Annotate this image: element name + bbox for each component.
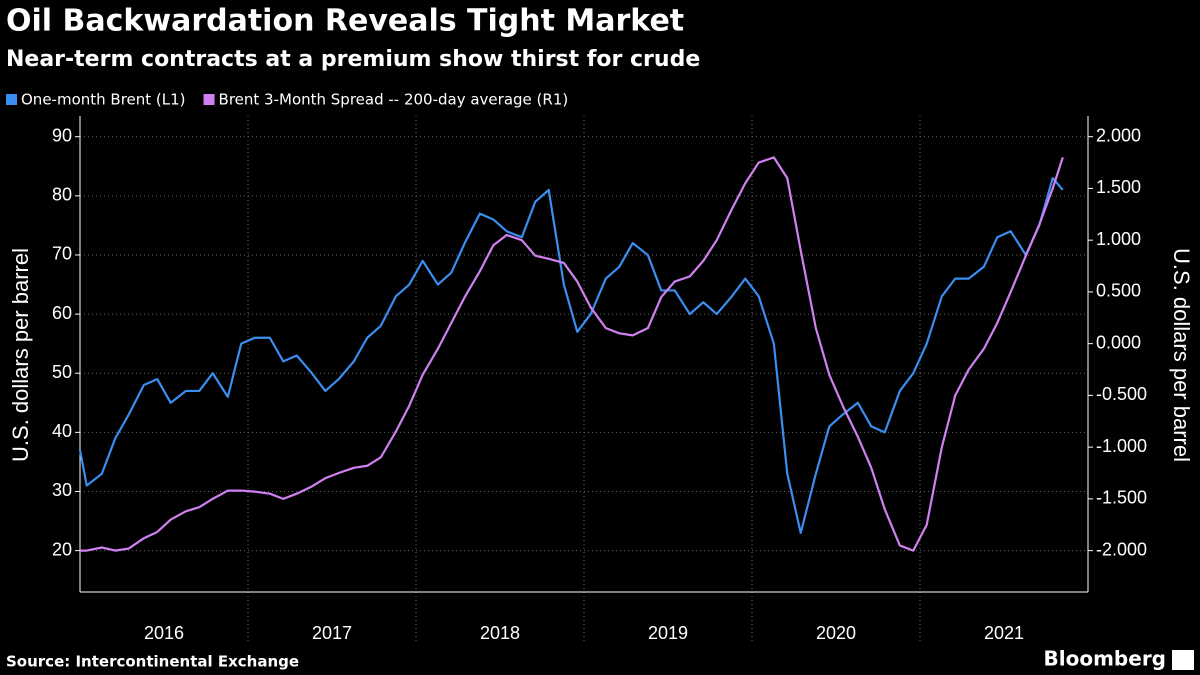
- y2-axis-label: U.S. dollars per barrel: [1169, 248, 1194, 462]
- legend-swatch: [6, 94, 17, 105]
- y-tick-label: 70: [52, 244, 72, 264]
- x-tick-label: 2021: [984, 623, 1024, 643]
- source: Source: Intercontinental Exchange: [6, 653, 299, 671]
- y-tick-label: 60: [52, 303, 72, 323]
- y-tick-label: 30: [52, 480, 72, 500]
- y-tick-label: 90: [52, 125, 72, 145]
- series-line: [80, 156, 1064, 552]
- y2-tick-label: -1.000: [1096, 436, 1147, 456]
- legend-label: One-month Brent (L1): [21, 91, 186, 109]
- chart-title: Oil Backwardation Reveals Tight Market: [6, 4, 684, 39]
- chart-subtitle: Near-term contracts at a premium show th…: [6, 47, 700, 72]
- x-tick-label: 2017: [312, 623, 352, 643]
- y2-tick-label: 2.000: [1096, 125, 1141, 145]
- y2-tick-label: 0.500: [1096, 281, 1141, 301]
- y-tick-label: 80: [52, 185, 72, 205]
- legend-label: Brent 3-Month Spread -- 200-day average …: [219, 91, 569, 109]
- x-tick-label: 2019: [648, 623, 688, 643]
- legend-swatch: [203, 94, 215, 105]
- y2-tick-label: -0.500: [1096, 384, 1147, 404]
- y-tick-label: 40: [52, 421, 72, 441]
- y2-tick-label: -2.000: [1096, 539, 1147, 559]
- y-axis-label: U.S. dollars per barrel: [8, 248, 33, 462]
- y2-tick-label: -1.500: [1096, 488, 1147, 508]
- x-tick-label: 2020: [816, 623, 856, 643]
- y-tick-label: 50: [52, 362, 72, 382]
- y-tick-label: 20: [52, 539, 72, 559]
- brand-icon: [1172, 650, 1194, 670]
- brand: Bloomberg: [1044, 647, 1166, 671]
- x-tick-label: 2018: [480, 623, 520, 643]
- y2-tick-label: 0.000: [1096, 332, 1141, 352]
- y2-tick-label: 1.000: [1096, 229, 1141, 249]
- x-tick-label: 2016: [144, 623, 184, 643]
- series-line: [78, 176, 1064, 534]
- y2-tick-label: 1.500: [1096, 177, 1141, 197]
